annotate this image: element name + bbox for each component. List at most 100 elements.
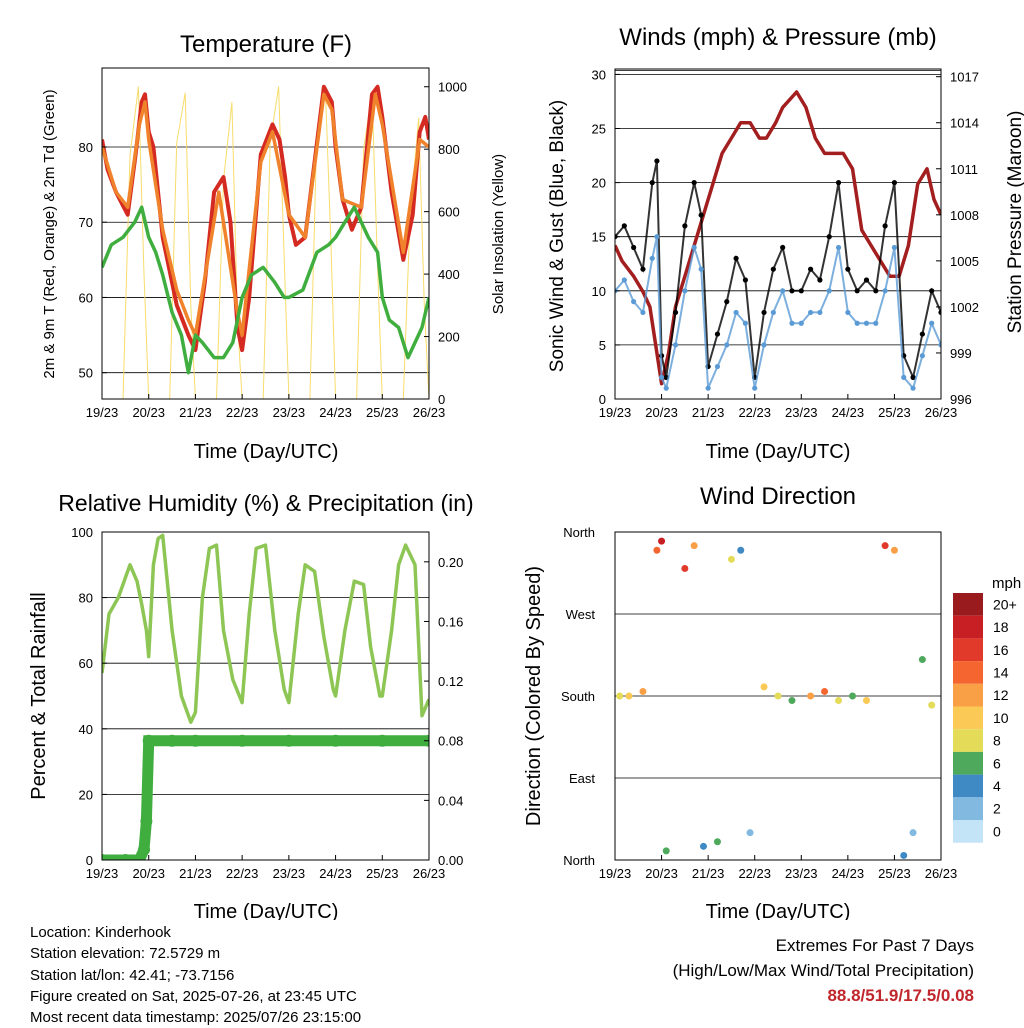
direction-point [662,847,670,855]
y2-tick-label: 200 [438,330,460,345]
colorbar-label: 8 [993,733,1001,749]
y2-tick-label: 996 [950,392,972,407]
y-tick-label: 30 [592,67,606,82]
colorbar-swatch [953,661,983,684]
winds-series [615,90,941,392]
humidity-panel: Relative Humidity (%) & Precipitation (i… [28,490,474,920]
x-tick-label: 20/23 [132,866,165,881]
y2-tick-label: 0.12 [438,674,463,689]
x-tick-label: 21/23 [692,866,725,881]
y-tick-label: 50 [79,366,93,381]
colorbar-title: mph [992,575,1021,592]
extremes-box: Extremes For Past 7 Days (High/Low/Max W… [673,933,974,1008]
x-tick-label: 21/23 [179,405,212,420]
direction-point [909,829,917,837]
y2-tick-label: 0.08 [438,734,463,749]
extremes-subheading: (High/Low/Max Wind/Total Precipitation) [672,961,974,980]
wind-direction-panel: Wind Direction 19/23 20/23 21/23 22/23 23/23… [523,483,1021,920]
temperature-x-ticks: 19/23 20/23 21/23 22/23 23/23 24/23 25/23 26/23 [86,394,446,420]
y-tick-label: 20 [592,176,606,191]
x-tick-label: 26/23 [413,405,446,420]
winds-y-label: Sonic Wind & Gust (Blue, Black) [547,100,568,372]
colorbar-swatch [953,593,983,616]
y-tick-label: South [561,689,595,704]
x-tick-label: 19/23 [86,866,119,881]
humidity-series [102,533,429,860]
x-tick-label: 24/23 [319,405,352,420]
temperature-y-ticks: 50 60 70 80 [79,140,107,381]
humidity-y2-ticks: 0.00 0.04 0.08 0.12 0.16 0.20 [424,555,463,868]
colorbar-swatch [953,774,983,798]
humidity-x-label: Time (Day/UTC) [194,901,339,920]
x-tick-label: 25/23 [878,405,911,420]
direction-point [918,656,926,664]
colorbar-swatch [953,615,983,639]
y-tick-label: North [563,525,595,540]
winds-x-label: Time (Day/UTC) [706,441,851,463]
precip-line [102,735,429,860]
series-line [102,533,429,724]
y2-tick-label: 999 [950,346,972,361]
y2-tick-label: 1014 [950,116,979,131]
direction-point [807,692,815,700]
x-tick-label: 25/23 [366,866,399,881]
colorbar-swatch [953,638,983,662]
figure-created: Figure created on Sat, 2025-07-26, at 23… [30,987,357,1005]
winds-y2-ticks: 996 999 1002 1005 1008 1011 1014 1017 [936,70,979,407]
humidity-y-label: Percent & Total Rainfall [28,592,50,800]
y-tick-label: 40 [79,722,93,737]
direction-point [928,701,936,709]
winds-y2-label: Station Pressure (Maroon) [1005,111,1024,334]
x-tick-label: 24/23 [832,405,865,420]
colorbar-label: 18 [993,619,1009,635]
winds-panel: Winds (mph) & Pressure (mb) 19/23 20/23 21… [547,24,1024,463]
direction-point [681,564,689,572]
y2-tick-label: 0 [438,392,445,407]
data-timestamp: Most recent data timestamp: 2025/07/26 2… [30,1009,362,1027]
x-tick-label: 20/23 [645,866,678,881]
series-line [102,205,429,375]
wind-series-line [615,236,941,392]
station-info: Location: Kinderhook Station elevation: … [30,922,361,1028]
y2-tick-label: 1002 [950,300,979,315]
y-tick-label: 0 [599,392,606,407]
direction-point [774,692,782,700]
x-tick-label: 19/23 [599,405,632,420]
y2-tick-label: 0.00 [438,853,463,868]
station-latlon: Station lat/lon: 42.41; -73.7156 [30,966,235,984]
wind-direction-title: Wind Direction [700,483,856,510]
direction-point [788,697,796,705]
colorbar-swatch [953,729,983,752]
x-tick-label: 21/23 [692,405,725,420]
y-tick-label: 0 [86,853,93,868]
colorbar-label: 0 [993,823,1001,839]
temperature-y2-ticks: 0 200 400 600 800 1000 [424,80,467,407]
direction-point [746,829,754,837]
y2-tick-label: 600 [438,205,460,220]
colorbar-label: 12 [993,687,1009,703]
x-tick-label: 25/23 [878,866,911,881]
y-tick-label: 25 [592,122,606,137]
wind-direction-series [616,537,936,859]
temperature-plot-frame [101,67,430,400]
extremes-values: 88.8/51.9/17.5/0.08 [827,986,974,1005]
y-tick-label: 5 [599,338,606,353]
colorbar-swatch [953,797,983,820]
speed-colorbar: mph 20+ 18 16 14 12 10 8 6 4 2 0 [953,575,1021,843]
x-tick-label: 26/23 [925,405,958,420]
x-tick-label: 24/23 [319,866,352,881]
wind-direction-x-ticks: 19/23 20/23 21/23 22/23 23/23 24/23 25/23 26/23 [599,855,957,881]
temperature-y-label: 2m & 9m T (Red, Orange) & 2m Td (Green) [41,89,58,378]
y2-tick-label: 1017 [950,70,979,85]
x-tick-label: 24/23 [832,866,865,881]
x-tick-label: 22/23 [738,405,771,420]
winds-plot-frame [614,68,942,400]
y2-tick-label: 800 [438,142,460,157]
x-tick-label: 23/23 [273,405,306,420]
wind-direction-y-label: Direction (Colored By Speed) [523,566,545,826]
y-tick-label: 60 [79,656,93,671]
wind-direction-plot-frame [614,531,942,861]
y-tick-label: East [569,771,595,786]
y2-tick-label: 400 [438,267,460,282]
direction-point [760,683,768,691]
